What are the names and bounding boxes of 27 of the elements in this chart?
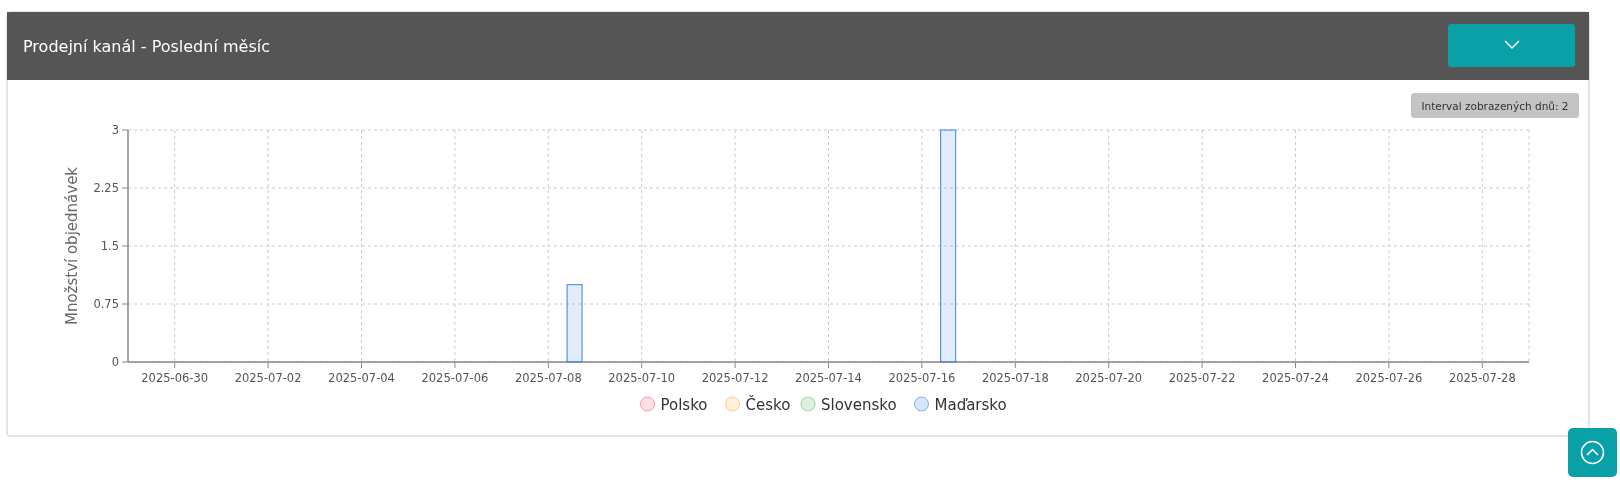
x-tick-label: 2025-07-12 <box>701 371 769 385</box>
legend-label: Maďarsko <box>934 395 1007 414</box>
x-tick-label: 2025-07-02 <box>234 371 302 385</box>
x-tick-label: 2025-07-24 <box>1262 371 1329 385</box>
x-tick-label: 2025-07-18 <box>981 371 1049 385</box>
x-tick-label: 2025-07-08 <box>514 371 582 385</box>
legend-label: Slovensko <box>821 395 897 414</box>
x-tick-label: 2025-07-22 <box>1168 371 1236 385</box>
x-tick-label: 2025-07-16 <box>888 371 956 385</box>
legend-label: Česko <box>745 394 791 414</box>
x-tick-label: 2025-07-20 <box>1075 371 1143 385</box>
y-tick-label: 2.25 <box>93 181 119 195</box>
y-tick-label: 0.75 <box>93 297 119 311</box>
y-tick-label: 3 <box>111 123 119 137</box>
y-tick-label: 0 <box>111 355 119 369</box>
y-tick-label: 1.5 <box>100 239 119 253</box>
x-tick-label: 2025-07-10 <box>608 371 676 385</box>
x-tick-label: 2025-07-26 <box>1355 371 1423 385</box>
x-tick-label: 2025-07-04 <box>328 371 395 385</box>
x-tick-label: 2025-06-30 <box>141 371 209 385</box>
chart-title: Prodejní kanál - Poslední měsíc <box>23 37 270 56</box>
legend-label: Polsko <box>660 395 708 414</box>
x-tick-label: 2025-07-06 <box>421 371 489 385</box>
x-tick-label: 2025-07-14 <box>795 371 862 385</box>
x-tick-label: 2025-07-28 <box>1448 371 1516 385</box>
y-axis-title: Množství objednávek <box>63 166 81 326</box>
text: Interval zobrazených dnů: 2 <box>1421 100 1569 112</box>
